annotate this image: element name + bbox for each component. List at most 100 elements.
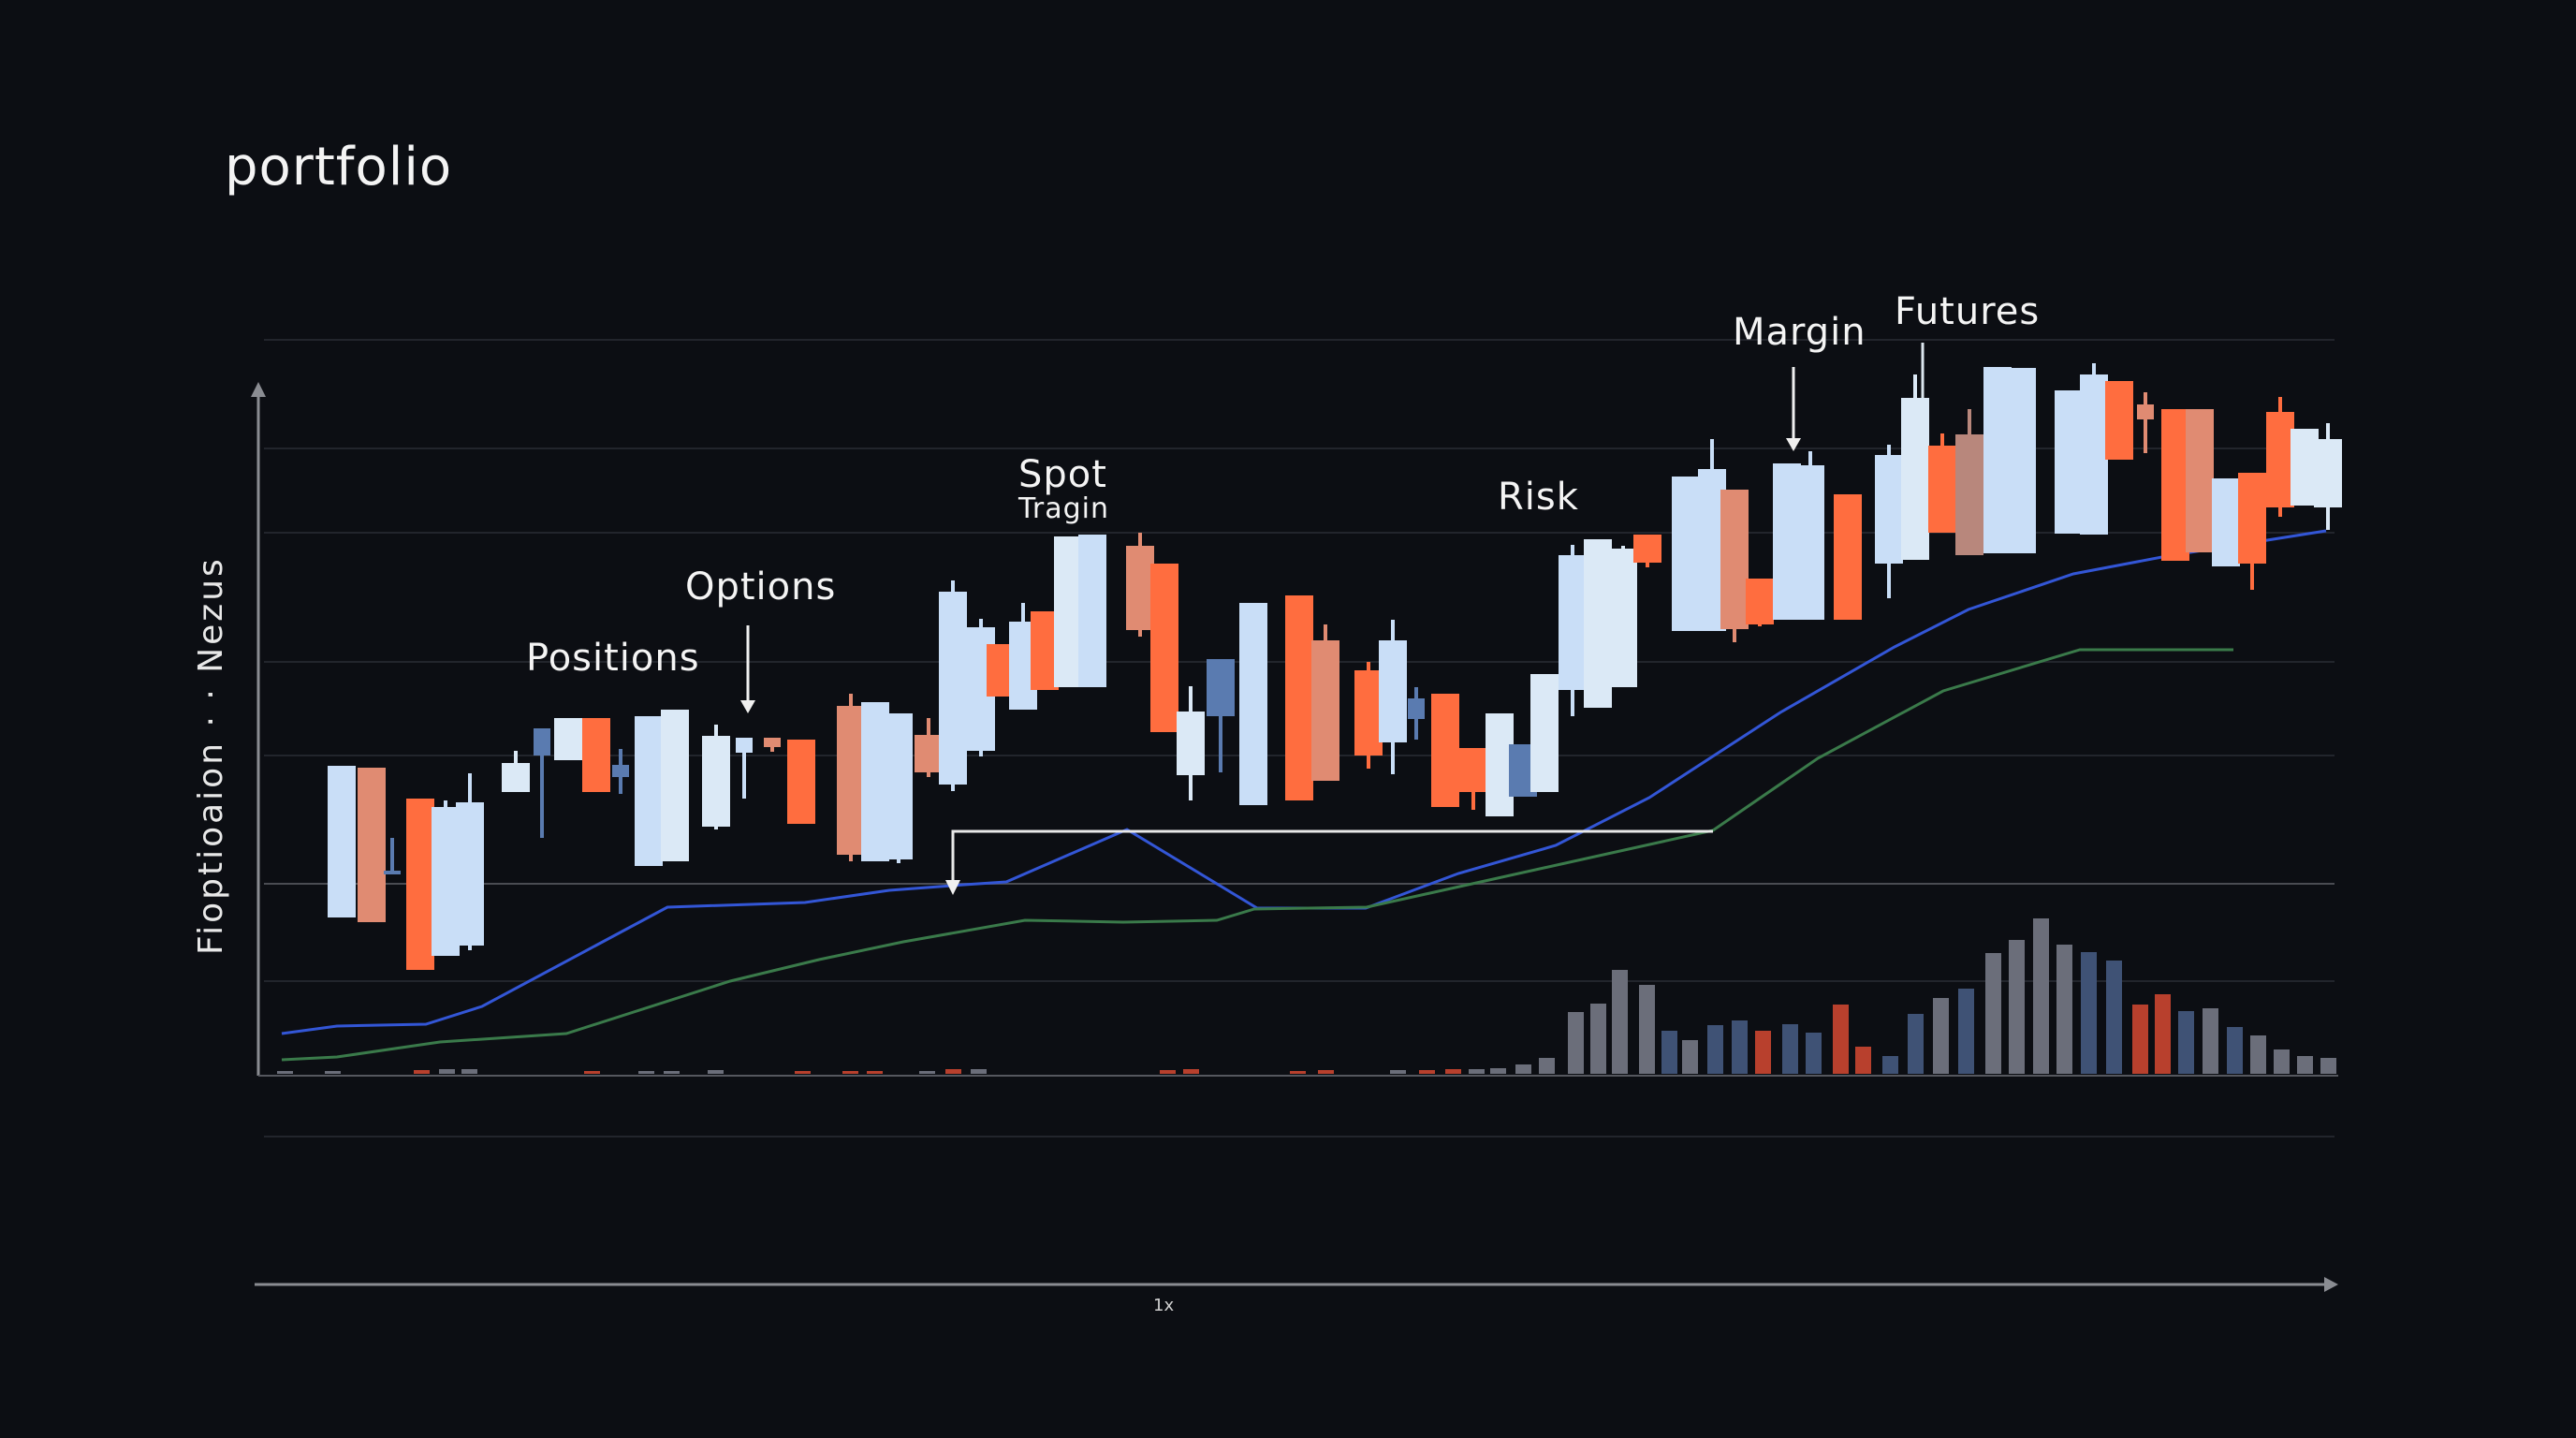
volume-bar: [2250, 1035, 2266, 1074]
candle[interactable]: [1431, 694, 1459, 807]
candle-body: [612, 765, 629, 777]
candle[interactable]: [2161, 409, 2189, 561]
volume-bar: [1707, 1025, 1723, 1074]
candle[interactable]: [1126, 533, 1154, 637]
candle-body: [702, 736, 730, 827]
axes: [251, 382, 2338, 1292]
candle-body: [1928, 446, 1956, 533]
candle[interactable]: [1875, 445, 1903, 598]
candle-body: [1311, 640, 1339, 781]
candle[interactable]: [406, 799, 434, 970]
candle[interactable]: [2314, 423, 2342, 530]
candle[interactable]: [432, 800, 460, 956]
volume-bar: [277, 1071, 293, 1074]
volume-bar: [1290, 1071, 1306, 1074]
candle-body: [661, 710, 689, 861]
candle[interactable]: [2238, 473, 2266, 590]
candle[interactable]: [1207, 659, 1235, 772]
candle-body: [2266, 412, 2294, 507]
candle[interactable]: [661, 710, 689, 861]
candle[interactable]: [635, 716, 663, 866]
candle-body: [2238, 473, 2266, 564]
candle[interactable]: [1311, 624, 1339, 781]
annotation-futures: Futures: [1895, 290, 2041, 333]
support-line-line: [951, 829, 1713, 886]
candle[interactable]: [582, 718, 610, 792]
candle[interactable]: [837, 694, 865, 861]
candle[interactable]: [702, 725, 730, 829]
candle[interactable]: [502, 751, 530, 792]
candle[interactable]: [1928, 433, 1956, 533]
candle[interactable]: [1746, 579, 1774, 626]
volume-bar: [1882, 1056, 1898, 1074]
candle[interactable]: [1459, 748, 1487, 810]
candle-body: [502, 763, 530, 792]
volume-bar: [2033, 918, 2049, 1074]
candle-body: [2008, 368, 2036, 553]
candle[interactable]: [1559, 545, 1587, 716]
candle[interactable]: [764, 738, 781, 752]
candle[interactable]: [554, 718, 582, 760]
candle[interactable]: [456, 773, 484, 950]
candle[interactable]: [2212, 478, 2240, 566]
volume-bar: [1390, 1070, 1406, 1074]
volume-bar: [2178, 1011, 2194, 1074]
candle[interactable]: [1177, 686, 1205, 800]
volume-bar: [1490, 1068, 1506, 1074]
candle[interactable]: [787, 740, 815, 824]
candle[interactable]: [1354, 662, 1383, 769]
candle[interactable]: [1609, 546, 1637, 687]
volume-bar: [1908, 1014, 1924, 1074]
candle-body: [1530, 674, 1559, 792]
candle[interactable]: [384, 838, 401, 874]
candle[interactable]: [612, 749, 629, 794]
candle[interactable]: [885, 713, 913, 863]
candle[interactable]: [328, 766, 356, 917]
candle[interactable]: [1672, 477, 1700, 631]
candle[interactable]: [2105, 381, 2133, 460]
candle[interactable]: [2080, 363, 2108, 535]
candle[interactable]: [1633, 535, 1661, 567]
candles: [328, 363, 2342, 970]
candle[interactable]: [2055, 390, 2083, 534]
annotation-spot: Spot: [1018, 453, 1107, 496]
candle[interactable]: [2008, 368, 2036, 553]
candle[interactable]: [1285, 595, 1313, 800]
candle[interactable]: [2266, 397, 2294, 517]
candle-body: [1207, 659, 1235, 716]
candle-body: [2055, 390, 2083, 534]
candle[interactable]: [1834, 494, 1862, 620]
x-axis-arrow-icon: [2324, 1277, 2338, 1292]
candle[interactable]: [1584, 539, 1612, 708]
candle[interactable]: [358, 768, 386, 922]
volume-bar: [1590, 1004, 1606, 1074]
candle-body: [1559, 555, 1587, 690]
volume-bar: [1661, 1031, 1677, 1074]
candle[interactable]: [915, 718, 943, 777]
candle-body: [1126, 546, 1154, 630]
candle[interactable]: [2186, 409, 2214, 552]
candle[interactable]: [1054, 536, 1082, 687]
candle[interactable]: [939, 580, 967, 791]
candle[interactable]: [1720, 490, 1749, 642]
candle[interactable]: [1078, 535, 1106, 687]
candle[interactable]: [1150, 564, 1178, 732]
candle-body: [1431, 694, 1459, 807]
candle[interactable]: [534, 728, 550, 838]
candle[interactable]: [1239, 603, 1267, 805]
candle[interactable]: [2137, 392, 2154, 453]
candle-body: [764, 738, 781, 747]
candle-body: [885, 713, 913, 859]
candle[interactable]: [1983, 367, 2012, 553]
volume-bar: [1612, 970, 1628, 1074]
candle[interactable]: [1408, 687, 1425, 740]
candle[interactable]: [1796, 451, 1824, 620]
annotation-options: Options: [685, 565, 837, 609]
candle[interactable]: [1379, 620, 1407, 774]
candle[interactable]: [1530, 674, 1559, 792]
candle[interactable]: [736, 738, 753, 799]
candle[interactable]: [1955, 409, 1983, 555]
candle-body: [1150, 564, 1178, 732]
candle[interactable]: [1901, 374, 1929, 560]
